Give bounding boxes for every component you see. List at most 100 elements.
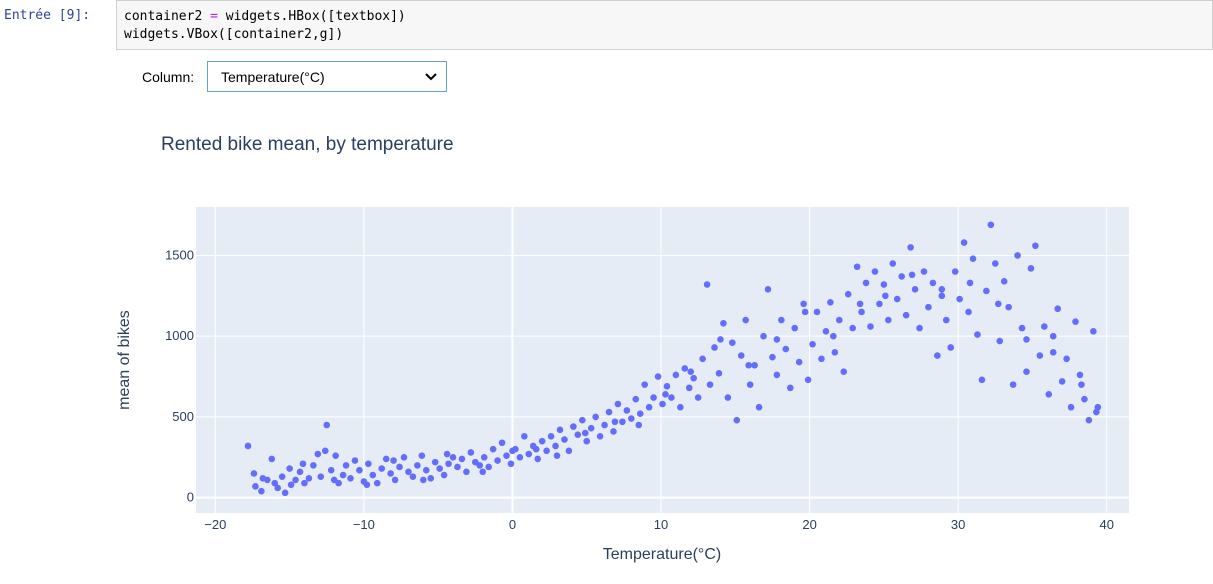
scatter-point[interactable] bbox=[690, 374, 697, 382]
scatter-point[interactable] bbox=[1063, 355, 1070, 363]
scatter-point[interactable] bbox=[1018, 324, 1026, 332]
scatter-point[interactable] bbox=[1005, 303, 1012, 311]
scatter-point[interactable] bbox=[668, 394, 675, 401]
scatter-point[interactable] bbox=[390, 457, 397, 464]
scatter-point[interactable] bbox=[742, 316, 749, 324]
scatter-point[interactable] bbox=[737, 352, 745, 359]
scatter-point[interactable] bbox=[1054, 305, 1061, 313]
scatter-point[interactable] bbox=[996, 337, 1004, 345]
scatter-point[interactable] bbox=[378, 465, 386, 472]
scatter-point[interactable] bbox=[987, 221, 995, 229]
scatter-point[interactable] bbox=[827, 298, 834, 306]
scatter-point[interactable] bbox=[956, 295, 963, 303]
scatter-point[interactable] bbox=[1023, 368, 1030, 376]
scatter-point[interactable] bbox=[628, 415, 635, 422]
scatter-point[interactable] bbox=[347, 474, 354, 482]
scatter-point[interactable] bbox=[271, 479, 279, 487]
scatter-point[interactable] bbox=[636, 410, 644, 417]
scatter-point[interactable] bbox=[299, 460, 307, 468]
scatter-point[interactable] bbox=[1076, 371, 1084, 379]
scatter-point[interactable] bbox=[489, 445, 497, 453]
scatter-point[interactable] bbox=[809, 340, 816, 348]
scatter-point[interactable] bbox=[893, 295, 901, 303]
scatter-point[interactable] bbox=[681, 365, 689, 372]
scatter-point[interactable] bbox=[552, 442, 559, 450]
scatter-point[interactable] bbox=[645, 403, 653, 411]
scatter-point[interactable] bbox=[1072, 318, 1079, 325]
scatter-point[interactable] bbox=[449, 453, 457, 461]
scatter-point[interactable] bbox=[443, 450, 451, 458]
scatter-point[interactable] bbox=[889, 260, 897, 267]
scatter-point[interactable] bbox=[991, 260, 999, 267]
scatter-point[interactable] bbox=[920, 268, 928, 275]
scatter-point[interactable] bbox=[654, 373, 662, 380]
scatter-point[interactable] bbox=[677, 403, 684, 411]
scatter-point[interactable] bbox=[844, 290, 852, 298]
scatter-point[interactable] bbox=[244, 442, 252, 450]
scatter-point[interactable] bbox=[427, 474, 435, 482]
scatter-point[interactable] bbox=[1000, 277, 1008, 285]
scatter-point[interactable] bbox=[525, 450, 533, 458]
scatter-point[interactable] bbox=[760, 332, 767, 340]
scatter-point[interactable] bbox=[880, 281, 888, 288]
scatter-point[interactable] bbox=[942, 316, 950, 324]
scatter-point[interactable] bbox=[1032, 242, 1039, 250]
scatter-point[interactable] bbox=[853, 263, 861, 271]
code-cell[interactable]: container2 = widgets.HBox([textbox]) wid… bbox=[116, 0, 1213, 50]
scatter-point[interactable] bbox=[1041, 323, 1048, 330]
scatter-point[interactable] bbox=[685, 384, 693, 392]
scatter-point[interactable] bbox=[321, 447, 329, 455]
scatter-point[interactable] bbox=[431, 458, 439, 466]
scatter-point[interactable] bbox=[818, 355, 825, 363]
scatter-point[interactable] bbox=[259, 474, 267, 482]
scatter-point[interactable] bbox=[422, 466, 430, 474]
scatter-point[interactable] bbox=[840, 368, 848, 376]
scatter-point[interactable] bbox=[351, 457, 359, 464]
scatter-point[interactable] bbox=[1049, 332, 1057, 340]
scatter-point[interactable] bbox=[994, 300, 1002, 308]
scatter-point[interactable] bbox=[605, 408, 613, 416]
scatter-point[interactable] bbox=[769, 353, 776, 361]
scatter-point[interactable] bbox=[1027, 265, 1035, 272]
scatter-point[interactable] bbox=[867, 323, 874, 330]
scatter-point[interactable] bbox=[476, 462, 484, 469]
scatter-point[interactable] bbox=[278, 473, 286, 480]
scatter-point[interactable] bbox=[592, 413, 599, 421]
scatter-point[interactable] bbox=[296, 468, 304, 476]
scatter-point[interactable] bbox=[662, 391, 669, 398]
scatter-point[interactable] bbox=[480, 453, 488, 461]
scatter-point[interactable] bbox=[902, 311, 910, 319]
scatter-point[interactable] bbox=[755, 403, 763, 411]
scatter-point[interactable] bbox=[556, 426, 564, 434]
scatter-point[interactable] bbox=[274, 484, 282, 492]
scatter-point[interactable] bbox=[907, 244, 914, 251]
scatter-point[interactable] bbox=[858, 308, 865, 316]
scatter-point[interactable] bbox=[467, 449, 475, 456]
scatter-point[interactable] bbox=[965, 308, 972, 316]
scatter-point[interactable] bbox=[286, 465, 293, 472]
scatter-point[interactable] bbox=[287, 481, 295, 489]
scatter-point[interactable] bbox=[440, 471, 448, 479]
scatter-point[interactable] bbox=[387, 470, 394, 477]
scatter-point[interactable] bbox=[583, 437, 591, 445]
scatter-point[interactable] bbox=[711, 344, 718, 351]
scatter-point[interactable] bbox=[1090, 328, 1097, 335]
scatter-point[interactable] bbox=[983, 287, 990, 295]
scatter-point[interactable] bbox=[641, 381, 648, 388]
scatter-point[interactable] bbox=[553, 452, 561, 459]
scatter-point[interactable] bbox=[938, 292, 946, 300]
scatter-point[interactable] bbox=[830, 332, 837, 340]
scatter-point[interactable] bbox=[659, 400, 666, 408]
scatter-point[interactable] bbox=[458, 455, 466, 463]
scatter-point[interactable] bbox=[635, 421, 643, 429]
scatter-point[interactable] bbox=[391, 476, 399, 484]
scatter-point[interactable] bbox=[610, 428, 617, 435]
scatter-point[interactable] bbox=[898, 273, 905, 280]
scatter-point[interactable] bbox=[327, 466, 335, 474]
scatter-point[interactable] bbox=[929, 279, 937, 287]
scatter-point[interactable] bbox=[1014, 252, 1021, 259]
scatter-point[interactable] bbox=[947, 344, 955, 351]
scatter-point[interactable] bbox=[1036, 352, 1044, 359]
scatter-point[interactable] bbox=[509, 447, 516, 455]
scatter-point[interactable] bbox=[614, 400, 622, 408]
